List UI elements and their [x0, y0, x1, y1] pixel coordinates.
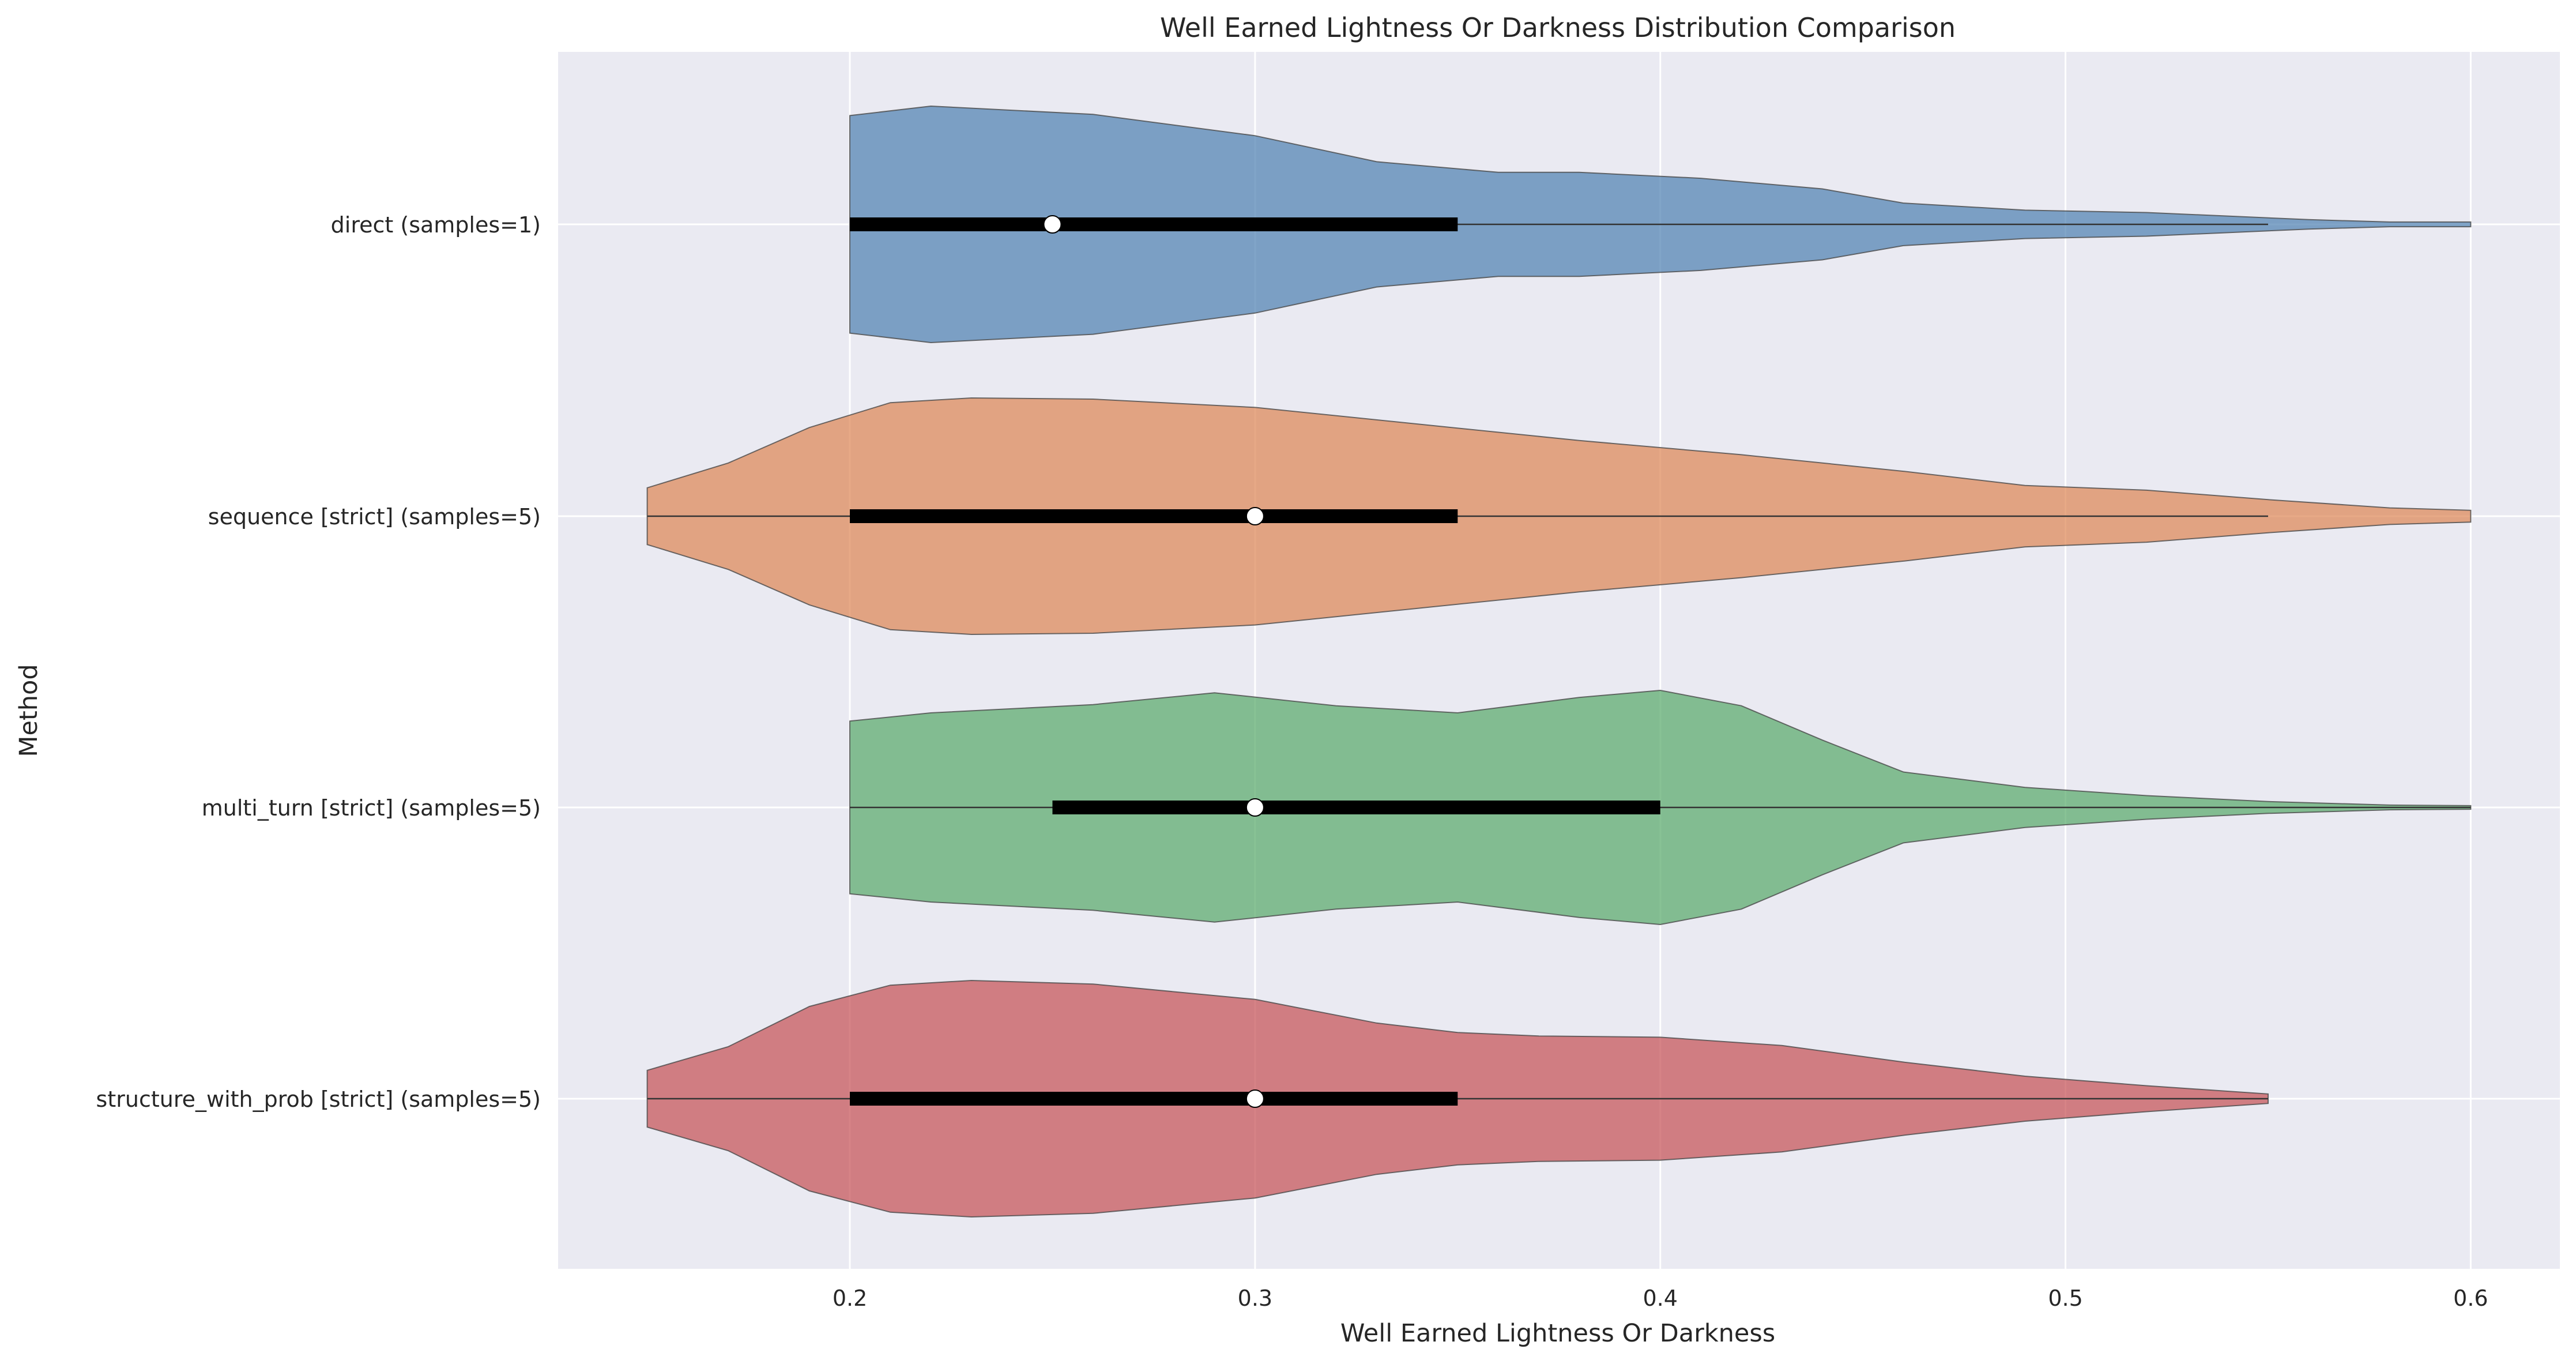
y-tick-label: sequence [strict] (samples=5)	[208, 504, 541, 529]
iqr-box	[1052, 801, 1660, 814]
x-tick-label: 0.4	[1643, 1286, 1677, 1311]
x-tick-label: 0.5	[2048, 1286, 2082, 1311]
iqr-box	[850, 509, 1458, 523]
tick-layer: 0.2 0.3 0.4 0.5 0.6 direct (samples=1) sequenc…	[96, 212, 2488, 1311]
median-marker	[1043, 215, 1062, 234]
x-tick-label: 0.3	[1238, 1286, 1272, 1311]
median-marker	[1245, 798, 1264, 817]
x-axis-title: Well Earned Lightness Or Darkness	[1340, 1319, 1775, 1348]
iqr-box	[850, 1092, 1458, 1106]
y-axis-title: Method	[14, 664, 43, 757]
median-marker	[1245, 507, 1264, 525]
box-layer	[647, 215, 2471, 1108]
median-marker	[1245, 1089, 1264, 1108]
iqr-box	[850, 217, 1458, 231]
y-tick-label: structure_with_prob [strict] (samples=5)	[96, 1087, 541, 1112]
y-tick-label: direct (samples=1)	[331, 212, 541, 238]
x-tick-label: 0.6	[2453, 1286, 2488, 1311]
x-tick-label: 0.2	[833, 1286, 867, 1311]
chart-title: Well Earned Lightness Or Darkness Distri…	[1160, 12, 1956, 43]
y-tick-label: multi_turn [strict] (samples=5)	[202, 795, 541, 821]
